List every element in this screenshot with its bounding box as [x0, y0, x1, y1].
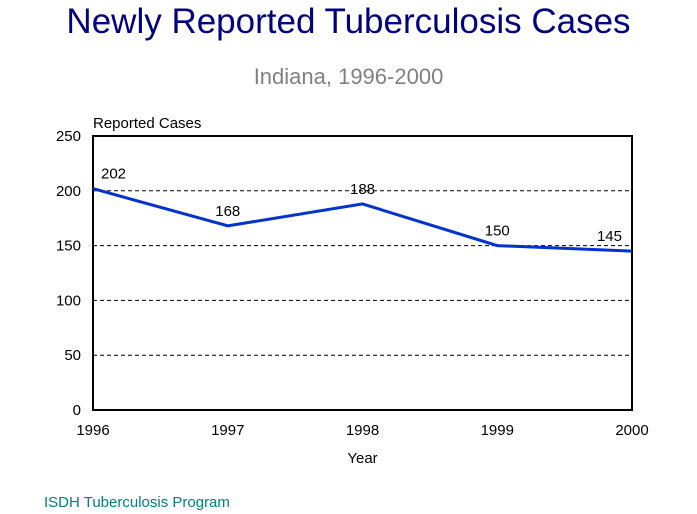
chart-title: Newly Reported Tuberculosis Cases	[66, 2, 631, 41]
chart-subtitle: Indiana, 1996-2000	[253, 64, 444, 89]
y-axis-label: Reported Cases	[93, 115, 201, 132]
data-label: 145	[597, 228, 622, 245]
y-tick-label: 100	[56, 292, 81, 309]
plot-frame	[92, 135, 633, 411]
x-tick-label: 1999	[481, 422, 514, 439]
data-label: 150	[485, 223, 510, 240]
x-tick-label: 2000	[615, 422, 648, 439]
y-tick-label: 200	[56, 183, 81, 200]
data-label: 202	[101, 166, 126, 183]
y-tick-label: 0	[73, 402, 81, 419]
x-axis-label: Year	[347, 450, 377, 467]
x-tick-label: 1996	[76, 422, 109, 439]
x-tick-label: 1997	[211, 422, 244, 439]
y-tick-label: 150	[56, 238, 81, 255]
data-label: 188	[350, 181, 375, 198]
y-tick-label: 50	[64, 347, 81, 364]
x-tick-label: 1998	[346, 422, 379, 439]
footer-source: ISDH Tuberculosis Program	[44, 494, 230, 511]
data-label: 168	[215, 203, 240, 220]
data-line	[92, 187, 633, 253]
y-tick-label: 250	[56, 128, 81, 145]
